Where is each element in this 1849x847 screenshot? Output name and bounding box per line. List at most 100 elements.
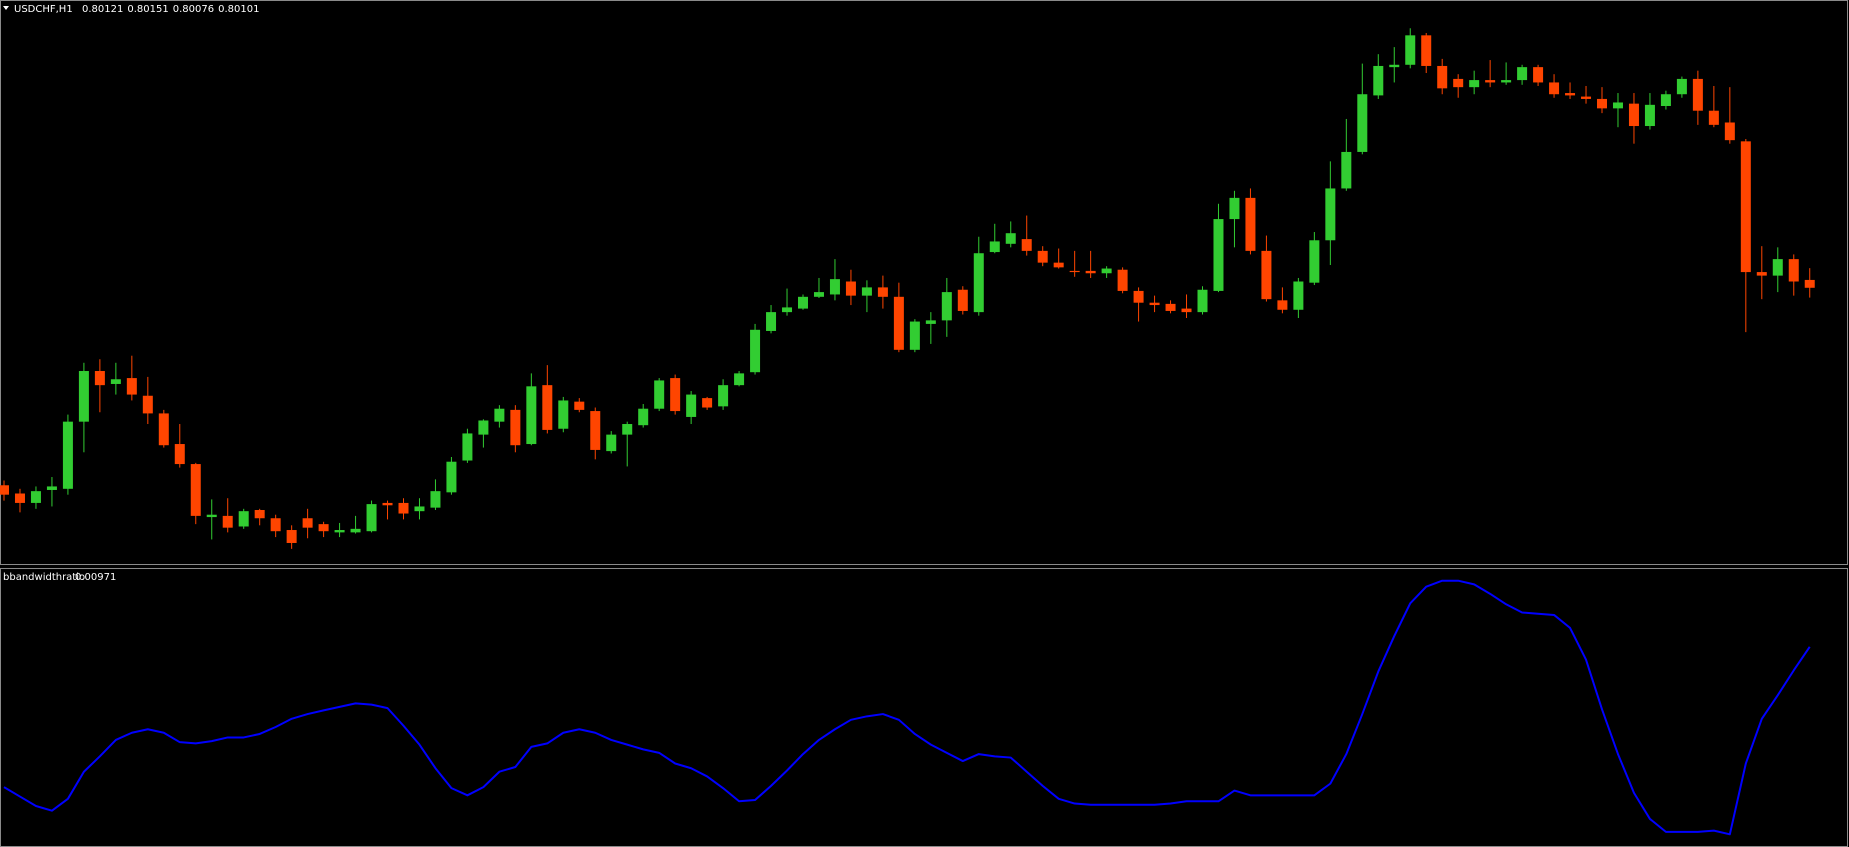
ohlc-value: 0.80151: [127, 4, 168, 15]
candle-body: [206, 514, 217, 518]
candle-body: [46, 486, 57, 490]
candle-body: [1277, 300, 1288, 310]
candle-body: [1341, 151, 1352, 189]
candle-body: [542, 385, 553, 430]
candle-body: [1565, 93, 1576, 96]
candle-body: [877, 287, 888, 297]
candle-body: [670, 378, 681, 412]
candle-body: [1501, 80, 1512, 83]
candle-body: [1085, 270, 1096, 274]
candle-body: [1788, 259, 1799, 282]
ohlc-value: 0.80121: [82, 4, 123, 15]
candle-body: [1197, 289, 1208, 313]
candle-body: [686, 394, 697, 417]
candle-body: [446, 461, 457, 493]
candle-body: [0, 485, 9, 495]
candle-body: [270, 518, 281, 532]
candle-body: [350, 528, 361, 533]
candle-body: [1053, 262, 1064, 268]
candle-body: [1037, 250, 1048, 263]
indicator-line: [3, 579, 1811, 836]
candle-body: [1485, 80, 1496, 83]
candle-body: [798, 296, 808, 309]
ohlc-value: 0.80101: [218, 4, 259, 15]
candle-body: [366, 504, 377, 532]
candle-body: [813, 292, 824, 297]
candle-body: [398, 502, 409, 514]
candle-body: [1740, 141, 1751, 273]
candle-body: [638, 408, 649, 426]
plot-layer: [0, 28, 1815, 836]
candle-body: [478, 420, 489, 435]
candle-body: [1421, 35, 1432, 66]
ohlc-value: 0.80076: [173, 4, 214, 15]
menu-triangle[interactable]: [3, 6, 9, 10]
candle-body: [718, 385, 729, 407]
candle-body: [1325, 188, 1336, 241]
candle-body: [1533, 67, 1544, 83]
candle-body: [1165, 303, 1176, 311]
candle-body: [1293, 281, 1304, 310]
candle-body: [1005, 233, 1016, 244]
candle-body: [1597, 98, 1607, 109]
candle-body: [318, 524, 329, 532]
candle-body: [1261, 250, 1272, 300]
candle-body: [766, 312, 777, 331]
candle-body: [1309, 240, 1320, 283]
candle-body: [510, 409, 521, 446]
candle-body: [1724, 122, 1735, 141]
candle-body: [1213, 219, 1224, 291]
main-window-frame: [0, 0, 1848, 565]
candle-body: [1437, 65, 1448, 89]
candle-body: [1628, 103, 1639, 127]
candle-body: [861, 287, 872, 296]
candle-body: [1069, 270, 1080, 273]
candle-body: [1612, 102, 1623, 109]
candle-body: [414, 506, 425, 512]
candle-body: [702, 398, 713, 408]
candle-body: [526, 386, 537, 445]
candle-body: [1453, 78, 1464, 88]
candle-body: [1676, 78, 1687, 95]
candle-body: [893, 296, 904, 350]
ohlc-label: 0.80121 0.80151 0.80076 0.80101: [82, 4, 259, 15]
candle-body: [1149, 302, 1160, 306]
candle-body: [1021, 239, 1032, 251]
candle-body: [925, 320, 936, 324]
candle-body: [494, 408, 505, 422]
candle-body: [286, 530, 297, 543]
candle-body: [238, 511, 249, 527]
candle-body: [14, 493, 25, 503]
candle-body: [1692, 78, 1703, 111]
candle-body: [158, 413, 169, 446]
candle-body: [174, 444, 185, 465]
candle-body: [1389, 64, 1400, 68]
candle-body: [1117, 269, 1128, 291]
candle-body: [989, 241, 1000, 253]
indicator-label: bbandwidthratio: [3, 572, 85, 583]
candle-body: [1644, 104, 1655, 127]
candle-body: [590, 411, 601, 450]
candle-body: [1357, 94, 1368, 152]
candle-body: [558, 400, 569, 429]
candle-body: [606, 434, 617, 452]
candle-body: [1229, 197, 1240, 220]
candle-body: [1517, 67, 1528, 81]
candle-body: [750, 329, 761, 373]
candle-body: [1101, 268, 1112, 274]
candle-body: [62, 421, 73, 489]
candle-body: [1469, 80, 1480, 88]
candle-body: [78, 371, 89, 422]
candle-body: [734, 373, 745, 386]
candle-body: [909, 321, 920, 350]
candle-body: [574, 401, 585, 410]
candle-body: [334, 530, 345, 533]
symbol-label: USDCHF,H1: [14, 4, 73, 15]
candle-body: [1660, 94, 1671, 107]
candle-body: [1133, 290, 1144, 303]
candle-body: [1181, 308, 1192, 313]
candle-body: [782, 307, 793, 313]
candle-body: [1772, 259, 1783, 276]
